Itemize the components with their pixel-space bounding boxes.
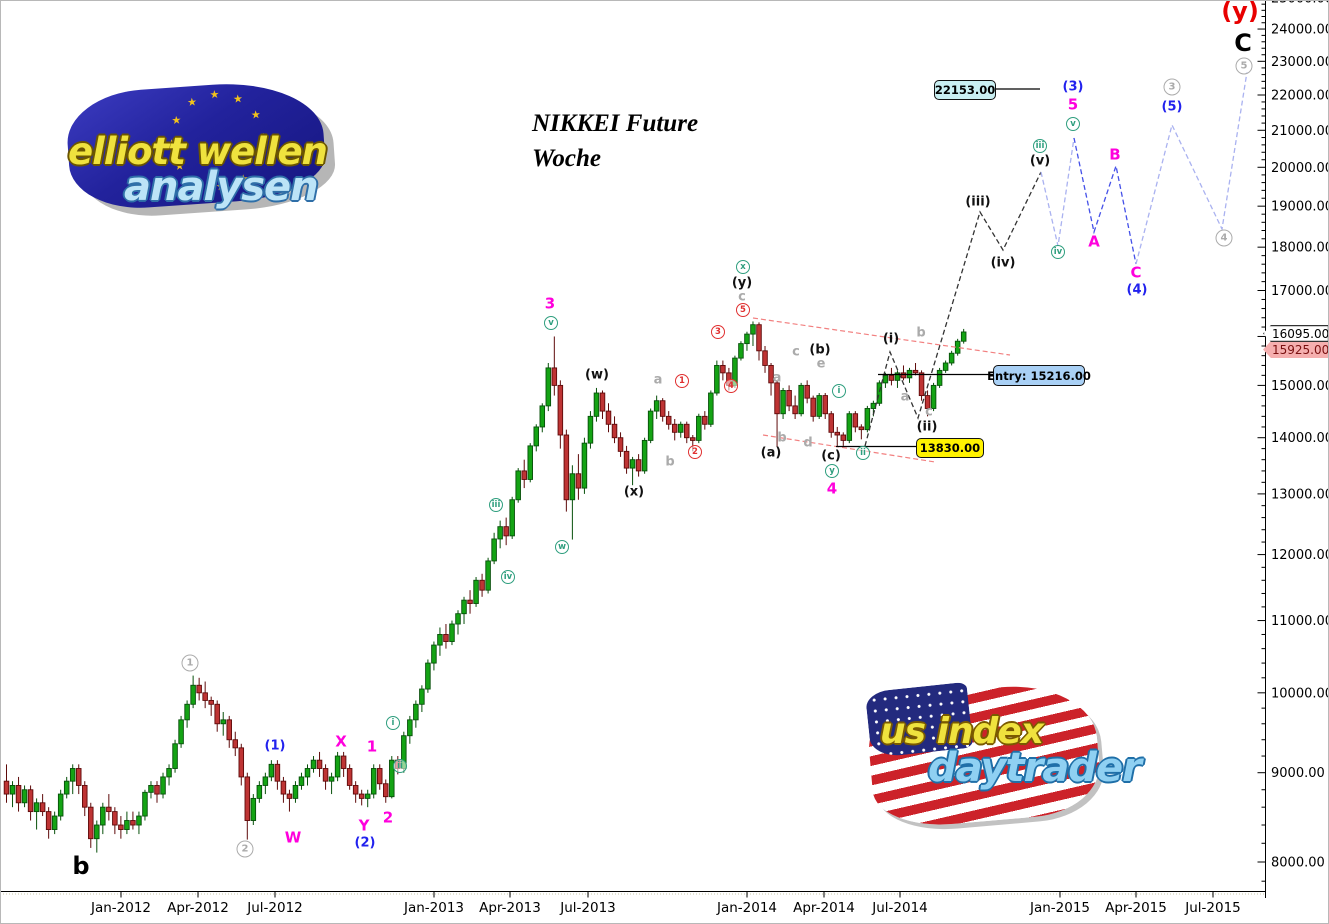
logo-text-analysen: analysen (124, 164, 319, 210)
trendline-red-dashed (762, 434, 936, 463)
previous-price-axis-tag: 15925.00 (1263, 341, 1329, 358)
price-callout-box[interactable]: 22153.00 (934, 80, 996, 100)
trendline-red-dashed (752, 317, 1011, 356)
x-axis-label: Jan-2014 (716, 900, 777, 916)
x-axis-label: Jan-2012 (90, 900, 151, 916)
y-axis-label: 11000.00 (1271, 614, 1329, 629)
logo-text-daytrader: daytrader (928, 745, 1142, 791)
y-axis-label: 21000.00 (1271, 124, 1329, 139)
y-axis-label: 18000.00 (1271, 241, 1329, 256)
x-axis-label: Apr-2012 (167, 900, 229, 916)
current-price-axis-tag: 16095.00 (1263, 325, 1329, 342)
y-axis-label: 8000.00 (1271, 856, 1325, 871)
x-axis-label: Jul-2015 (1184, 900, 1241, 916)
x-axis-label: Apr-2015 (1105, 900, 1167, 916)
x-axis-label: Jul-2012 (246, 900, 303, 916)
x-axis-label: Jan-2013 (403, 900, 464, 916)
y-axis-label: 20000.00 (1271, 161, 1329, 176)
eu-star-icon: ★ (250, 107, 262, 122)
y-axis-label: 12000.00 (1271, 548, 1329, 563)
chart-title-line1: NIKKEI Future (532, 110, 699, 137)
projection-pale-dash (1040, 137, 1075, 247)
eu-star-icon: ★ (232, 92, 244, 106)
projection-black-dash (864, 171, 1042, 447)
eu-star-icon: ★ (171, 113, 182, 128)
x-axis-label: Jan-2015 (1029, 900, 1090, 916)
price-callout-box[interactable]: 13830.00 (916, 438, 984, 458)
logo-text-elliott-wellen: elliott wellen (68, 130, 328, 173)
eu-star-icon: ★ (209, 87, 220, 102)
y-axis-label: 14000.00 (1271, 431, 1329, 446)
x-axis-label: Apr-2014 (793, 900, 855, 916)
x-axis-label: Apr-2013 (479, 900, 541, 916)
projection-pale-dash (1135, 71, 1248, 265)
eu-star-icon: ★ (186, 95, 198, 110)
x-axis-label: Jul-2013 (559, 900, 616, 916)
y-axis-label: 17000.00 (1271, 284, 1329, 299)
y-axis-label: 13000.00 (1271, 487, 1329, 502)
candlesticks (3, 321, 967, 853)
projection-blue-dash (1073, 137, 1137, 265)
y-axis-label: 9000.00 (1271, 766, 1325, 781)
y-axis-label: 19000.00 (1271, 200, 1329, 215)
y-axis-label: 15000.00 (1271, 379, 1329, 394)
y-axis-label: 24000.00 (1271, 23, 1329, 38)
price-callout-box[interactable]: Entry: 15216.00 (987, 365, 1091, 386)
x-axis-label: Jul-2014 (871, 900, 928, 916)
chart-title-line2: Woche (532, 145, 601, 172)
y-axis-label: 22000.00 (1271, 89, 1329, 104)
logo-text-us-index: us index (880, 711, 1044, 752)
us-index-daytrader-logo: us index daytrader (862, 679, 1192, 835)
y-axis-label: 10000.00 (1271, 686, 1329, 701)
y-axis-label: 25000.00 (1271, 0, 1329, 7)
elliott-wellen-analysen-logo: ★ ★ ★ ★ ★ ★ ★ ★ ★ ★ ★ ★ elliott wellen analysen (60, 77, 380, 240)
y-axis-label: 23000.00 (1271, 55, 1329, 70)
chart-title: NIKKEI Future Woche (532, 106, 698, 176)
